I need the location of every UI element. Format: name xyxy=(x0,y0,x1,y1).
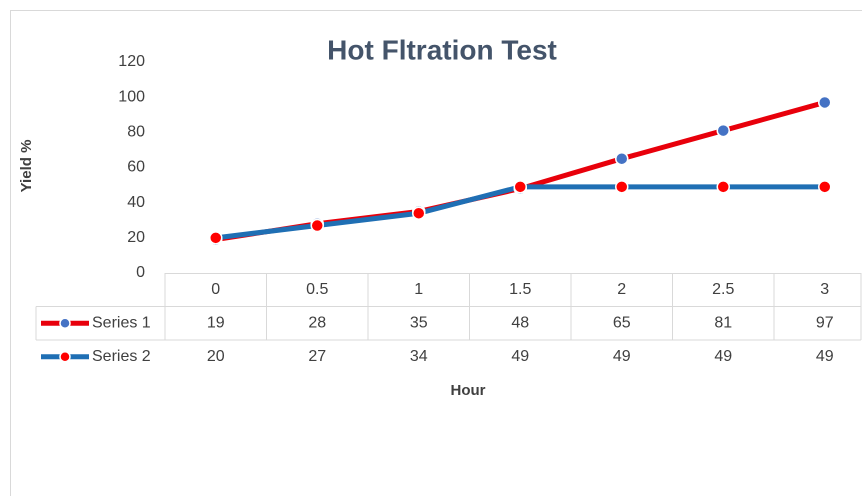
series-marker xyxy=(513,180,527,194)
series-marker xyxy=(716,123,730,138)
x-tick-label: 3 xyxy=(820,281,829,298)
y-tick-label: 120 xyxy=(118,53,145,70)
y-tick-label: 0 xyxy=(136,264,145,281)
table-value: 81 xyxy=(714,314,732,331)
table-value: 97 xyxy=(816,314,834,331)
legend-label: Series 2 xyxy=(92,348,151,365)
series-marker xyxy=(615,151,629,166)
x-tick-label: 1 xyxy=(414,281,423,298)
x-axis-title: Hour xyxy=(451,382,486,399)
y-tick-label: 100 xyxy=(118,88,145,105)
y-tick-label: 60 xyxy=(127,159,145,176)
legend-marker xyxy=(59,351,71,363)
table-value: 19 xyxy=(207,314,225,331)
y-tick-label: 40 xyxy=(127,194,145,211)
table-value: 48 xyxy=(511,314,529,331)
table-value: 28 xyxy=(308,314,326,331)
series-marker xyxy=(818,180,832,194)
series-marker xyxy=(716,180,730,194)
chart-title: Hot Fltration Test xyxy=(327,34,557,65)
table-value: 35 xyxy=(410,314,428,331)
chart-border xyxy=(10,10,862,496)
x-tick-label: 2 xyxy=(617,281,626,298)
y-tick-label: 20 xyxy=(127,229,145,246)
table-value: 65 xyxy=(613,314,631,331)
table-value: 49 xyxy=(511,348,529,365)
table-value: 49 xyxy=(714,348,732,365)
legend-marker xyxy=(59,317,71,329)
legend-label: Series 1 xyxy=(92,314,151,331)
x-tick-label: 0.5 xyxy=(306,281,328,298)
series-marker xyxy=(818,95,832,110)
x-tick-label: 0 xyxy=(211,281,220,298)
table-value: 49 xyxy=(816,348,834,365)
table-value: 27 xyxy=(308,348,326,365)
x-tick-label: 2.5 xyxy=(712,281,734,298)
series-marker xyxy=(310,218,324,233)
series-marker xyxy=(209,231,223,245)
table-value: 20 xyxy=(207,348,225,365)
y-axis-title: Yield % xyxy=(18,140,35,193)
table-value: 34 xyxy=(410,348,428,365)
y-tick-label: 80 xyxy=(127,124,145,141)
x-tick-label: 1.5 xyxy=(509,281,531,298)
table-value: 49 xyxy=(613,348,631,365)
series-marker xyxy=(615,180,629,194)
series-marker xyxy=(412,206,426,220)
